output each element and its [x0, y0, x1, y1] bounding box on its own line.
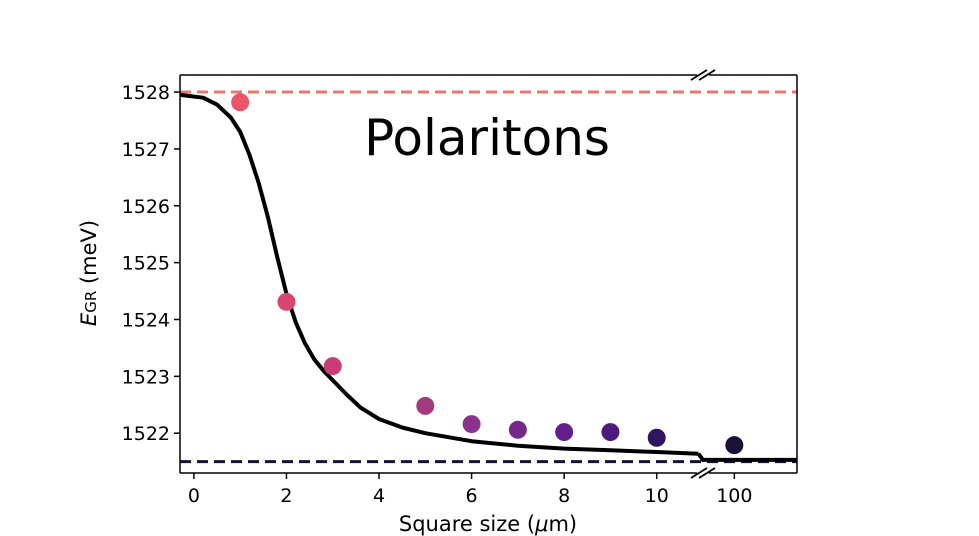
reference-lines: [180, 90, 797, 464]
data-point-6: [555, 423, 574, 442]
break-gap-top: [697, 72, 709, 78]
x-tick-label-4: 4: [373, 485, 385, 507]
break-gap-bottom: [697, 470, 709, 476]
x-tick-label-2: 2: [280, 485, 292, 507]
break-slash-bottom-0: [690, 467, 708, 479]
break-slash-top-0: [690, 69, 708, 81]
y-tick-label-1522: 1522: [122, 423, 170, 445]
x-tick-label-0: 0: [188, 485, 200, 507]
data-points: [231, 93, 744, 455]
data-point-0: [231, 93, 250, 112]
y-tick-label-1523: 1523: [122, 366, 170, 388]
y-axis-label-subscript: GR: [82, 291, 100, 313]
data-point-3: [416, 396, 435, 415]
break-slash-top-1: [698, 69, 716, 81]
x-axis-label-prefix: Square size (: [399, 512, 535, 536]
x-axis-label: Square size (μm): [399, 512, 577, 536]
x-axis-label-suffix: m): [548, 512, 577, 536]
annotation-polaritons: Polaritons: [364, 109, 610, 167]
x-tick-label-100: 100: [716, 485, 752, 507]
fit-curve-right: [696, 452, 797, 462]
y-tick-label-1526: 1526: [122, 196, 170, 218]
y-axis-label-unit: (meV): [77, 220, 101, 291]
y-axis-ticks: 1522 1523 1524 1525 1526 1527 1528: [122, 82, 180, 445]
y-axis-label-symbol: E: [77, 312, 101, 326]
x-tick-label-8: 8: [558, 485, 570, 507]
axis-break-marks: [690, 69, 716, 479]
x-axis-ticks: 0 2 4 6 8 10 100: [188, 473, 752, 507]
data-point-1: [277, 292, 296, 311]
y-tick-label-1528: 1528: [122, 82, 170, 104]
data-point-5: [508, 420, 527, 439]
data-point-8: [647, 428, 666, 447]
x-axis-label-unit-mu: μ: [534, 512, 548, 536]
y-tick-label-1525: 1525: [122, 253, 170, 275]
plot-frame: [179, 74, 798, 474]
x-tick-label-6: 6: [466, 485, 478, 507]
fit-curve-left: [179, 92, 699, 456]
data-point-9: [725, 436, 744, 455]
fit-curve-group: [179, 92, 797, 462]
data-point-7: [601, 423, 620, 442]
data-point-2: [323, 357, 342, 376]
data-point-4: [462, 415, 481, 434]
y-tick-label-1524: 1524: [122, 309, 170, 331]
break-slash-bottom-1: [698, 467, 716, 479]
y-tick-label-1527: 1527: [122, 139, 170, 161]
x-tick-label-10: 10: [645, 485, 669, 507]
y-axis-label: EGR (meV): [77, 220, 101, 326]
